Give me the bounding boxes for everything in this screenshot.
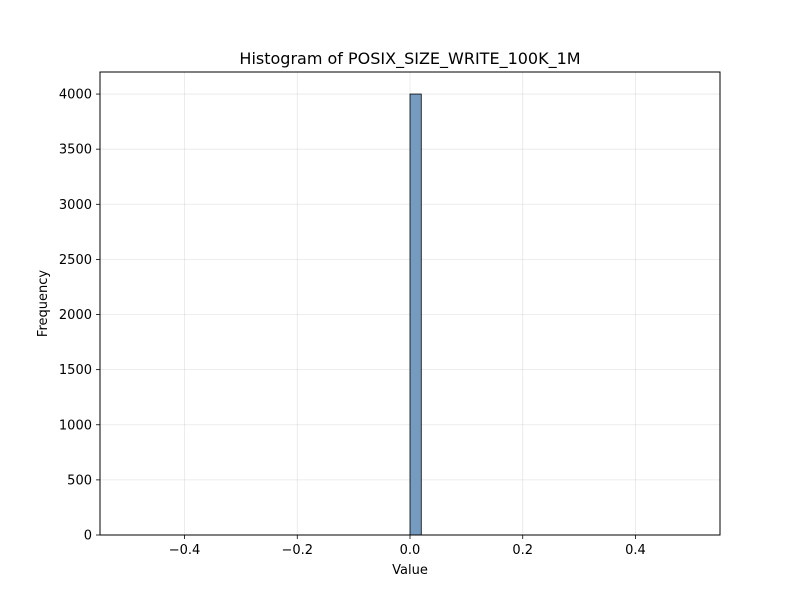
histogram-bar: [409, 93, 422, 536]
y-tick-label: 2000: [59, 308, 92, 323]
x-tick-label: 0.0: [400, 543, 421, 558]
y-tick-label: 3500: [59, 143, 92, 158]
x-axis-ticks: −0.4 −0.2 0.0 0.2 0.4: [169, 535, 646, 558]
x-axis-label: Value: [392, 563, 428, 578]
x-tick-label: 0.2: [512, 543, 533, 558]
x-tick-label: −0.2: [281, 543, 313, 558]
x-tick-label: 0.4: [625, 543, 646, 558]
y-tick-label: 2500: [59, 253, 92, 268]
chart-title: Histogram of POSIX_SIZE_WRITE_100K_1M: [239, 49, 580, 69]
y-tick-label: 1000: [59, 418, 92, 433]
y-tick-label: 3000: [59, 198, 92, 213]
y-tick-label: 4000: [59, 88, 92, 103]
y-axis-label: Frequency: [36, 270, 51, 337]
y-tick-label: 500: [67, 473, 92, 488]
y-axis-ticks: 0 500 1000 1500 2000 2500 3000 3500 4000: [59, 88, 100, 544]
y-tick-label: 0: [84, 529, 92, 544]
x-tick-label: −0.4: [169, 543, 201, 558]
y-tick-label: 1500: [59, 363, 92, 378]
histogram-bars: [409, 93, 422, 536]
